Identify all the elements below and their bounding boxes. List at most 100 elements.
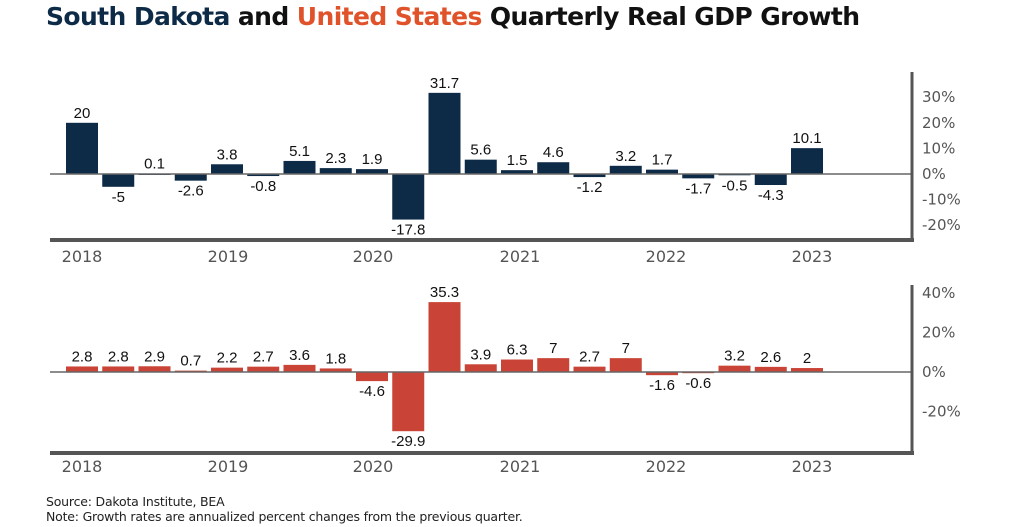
data-label-2018Q3: 0.1 <box>144 156 165 173</box>
bar-2018Q2 <box>102 174 135 187</box>
data-label-2020Q3: 31.7 <box>430 75 459 92</box>
y-tick-label: 40% <box>922 284 955 302</box>
y-tick-label: 0% <box>922 165 946 183</box>
x-tick-label-2018: 2018 <box>62 457 103 476</box>
data-label-2021Q4: 3.2 <box>615 148 636 165</box>
y-tick-label: 20% <box>922 323 955 341</box>
data-label-2021Q3: -1.2 <box>577 179 603 196</box>
data-label-2019Q4: 1.8 <box>325 350 346 367</box>
x-tick-label-2023: 2023 <box>792 457 833 476</box>
title-united-states: United States <box>296 2 483 31</box>
bar-2022Q1 <box>646 372 678 376</box>
bar-2021Q3 <box>573 366 606 372</box>
bar-2023Q1 <box>791 368 823 372</box>
data-label-2020Q4: 3.9 <box>470 346 491 363</box>
data-label-2020Q4: 5.6 <box>470 142 491 159</box>
bar-2020Q3 <box>428 302 461 372</box>
x-tick-label-2021: 2021 <box>500 457 541 476</box>
bar-2021Q2 <box>537 358 570 372</box>
data-label-2022Q1: -1.6 <box>649 377 675 394</box>
data-label-2022Q1: 1.7 <box>652 152 673 169</box>
x-tick-label-2023: 2023 <box>792 247 833 266</box>
data-label-2021Q4: 7 <box>622 340 630 357</box>
y-tick-label: 10% <box>922 139 955 157</box>
data-label-2022Q2: -0.6 <box>685 375 711 392</box>
data-label-2019Q2: -0.8 <box>250 178 276 195</box>
data-label-2021Q1: 1.5 <box>507 152 528 169</box>
bar-2022Q3 <box>718 365 751 372</box>
bar-2019Q2 <box>247 366 280 372</box>
y-tick-label: -20% <box>922 403 961 421</box>
bar-2021Q1 <box>501 359 533 372</box>
data-label-2018Q2: 2.8 <box>108 348 129 365</box>
data-label-2022Q2: -1.7 <box>685 180 711 197</box>
x-tick-label-2022: 2022 <box>646 247 687 266</box>
y-tick-label: 30% <box>922 88 955 106</box>
bar-2022Q4 <box>754 366 787 372</box>
data-label-2019Q4: 2.3 <box>325 150 346 167</box>
data-label-2019Q1: 2.2 <box>217 350 238 367</box>
bar-2021Q4 <box>609 358 642 372</box>
data-label-2020Q3: 35.3 <box>430 284 459 301</box>
data-label-2018Q3: 2.9 <box>144 348 165 365</box>
data-label-2021Q2: 4.6 <box>543 144 564 161</box>
bar-2019Q3 <box>283 364 316 372</box>
bar-2018Q2 <box>102 366 135 372</box>
title-south-dakota: South Dakota <box>46 2 230 31</box>
y-tick-label: 0% <box>922 363 946 381</box>
data-label-2022Q4: -4.3 <box>758 187 784 204</box>
data-label-2019Q3: 5.1 <box>289 143 310 160</box>
data-label-2018Q2: -5 <box>112 189 125 206</box>
bar-2021Q1 <box>501 170 533 174</box>
bar-2020Q1 <box>356 372 388 382</box>
bar-2018Q3 <box>138 366 171 372</box>
x-tick-label-2020: 2020 <box>353 247 394 266</box>
bar-2019Q4 <box>319 368 352 372</box>
bar-2019Q3 <box>283 160 316 174</box>
data-label-2021Q3: 2.7 <box>579 349 600 366</box>
bar-2023Q1 <box>791 148 823 174</box>
data-label-2019Q2: 2.7 <box>253 349 274 366</box>
bar-2018Q4 <box>174 174 207 181</box>
data-label-2018Q4: -2.6 <box>178 183 204 200</box>
data-label-2018Q4: 0.7 <box>180 353 201 370</box>
x-tick-label-2020: 2020 <box>353 457 394 476</box>
bar-2022Q2 <box>682 174 715 179</box>
x-tick-label-2021: 2021 <box>500 247 541 266</box>
bar-2021Q2 <box>537 162 570 174</box>
data-label-2020Q1: -4.6 <box>359 383 385 400</box>
x-tick-label-2018: 2018 <box>62 247 103 266</box>
bar-2020Q3 <box>428 92 461 174</box>
bar-2020Q4 <box>464 364 497 372</box>
data-label-2018Q1: 2.8 <box>72 348 93 365</box>
data-label-2020Q2: -17.8 <box>391 222 425 239</box>
bar-2019Q4 <box>319 168 352 174</box>
data-label-2023Q1: 2 <box>803 350 811 367</box>
data-label-2021Q2: 7 <box>549 340 557 357</box>
y-tick-label: -20% <box>922 216 961 234</box>
y-tick-label: 20% <box>922 114 955 132</box>
bar-2021Q4 <box>609 165 642 174</box>
bar-2019Q1 <box>211 164 243 174</box>
bar-2021Q3 <box>573 174 606 178</box>
data-label-2020Q2: -29.9 <box>391 433 425 450</box>
bar-2019Q1 <box>211 367 243 372</box>
south-dakota-chart: 20 -5 0.1 -2.6 3.8 -0.8 5.1 2.3 1.9 -17.8 31.7 5.6 1… <box>50 72 961 266</box>
bar-2018Q1 <box>66 366 98 372</box>
bar-2020Q4 <box>464 159 497 174</box>
note-text: Note: Growth rates are annualized percen… <box>46 509 523 524</box>
data-label-2022Q3: -0.5 <box>722 177 748 194</box>
x-tick-label-2022: 2022 <box>646 457 687 476</box>
x-tick-label-2019: 2019 <box>208 457 249 476</box>
source-text: Source: Dakota Institute, BEA <box>46 494 225 509</box>
bar-2022Q4 <box>754 174 787 186</box>
data-label-2023Q1: 10.1 <box>792 130 821 147</box>
bar-2018Q1 <box>66 122 98 174</box>
united-states-chart: 2.8 2.8 2.9 0.7 2.2 2.7 3.6 1.8 -4.6 -29.9 35.3 3.9… <box>50 284 961 476</box>
data-label-2022Q3: 3.2 <box>724 348 745 365</box>
bar-2020Q1 <box>356 169 388 174</box>
y-tick-label: -10% <box>922 191 961 209</box>
data-label-2020Q1: 1.9 <box>362 151 383 168</box>
footnote: Source: Dakota Institute, BEA Note: Grow… <box>46 494 523 524</box>
